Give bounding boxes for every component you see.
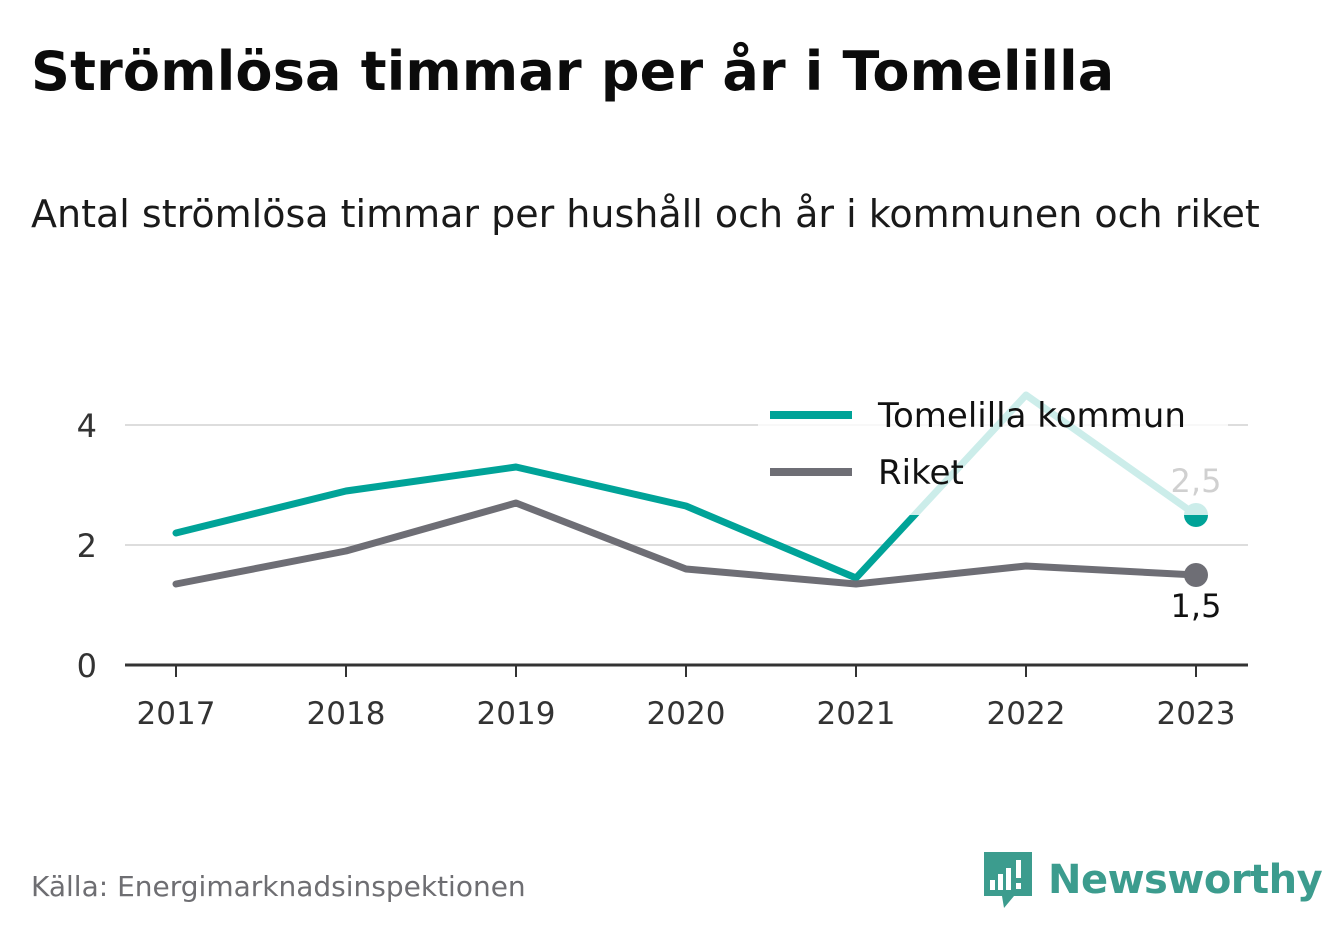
x-tick-label: 2023 — [1157, 696, 1236, 732]
series-line-1 — [172, 499, 1200, 588]
data-labels: 2,5 1,5 — [1171, 462, 1222, 625]
source-note: Källa: Energimarknadsinspektionen — [31, 870, 526, 903]
axes: 0 2 4 2017 2018 2019 2020 2021 2022 2023 — [77, 407, 1248, 732]
y-tick-label: 2 — [77, 527, 97, 565]
y-tick-label: 4 — [77, 407, 97, 445]
legend: Tomelilla kommun Riket — [758, 385, 1228, 515]
x-tick-label: 2020 — [647, 696, 726, 732]
chart-title: Strömlösa timmar per år i Tomelilla — [31, 40, 1115, 103]
chart-subtitle: Antal strömlösa timmar per hushåll och å… — [31, 192, 1260, 236]
legend-background — [758, 385, 1228, 515]
bar-chart-icon — [984, 852, 1032, 908]
end-label-tomelilla: 2,5 — [1171, 462, 1222, 500]
legend-label-0: Tomelilla kommun — [877, 396, 1186, 436]
x-tick-label: 2022 — [987, 696, 1066, 732]
legend-label-1: Riket — [878, 453, 964, 493]
x-tick-label: 2018 — [307, 696, 386, 732]
x-tick-label: 2021 — [817, 696, 896, 732]
end-point-1 — [1184, 563, 1208, 587]
x-tick-label: 2019 — [477, 696, 556, 732]
end-label-riket: 1,5 — [1171, 587, 1222, 625]
newsworthy-logo: Newsworthy — [980, 850, 1322, 910]
brand-name: Newsworthy — [1048, 857, 1322, 903]
y-tick-label: 0 — [77, 647, 97, 685]
x-tick-label: 2017 — [137, 696, 216, 732]
